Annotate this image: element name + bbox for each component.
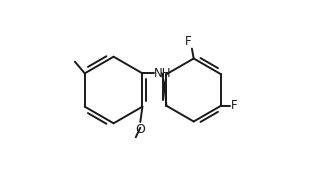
Text: O: O — [135, 123, 145, 136]
Text: F: F — [184, 35, 191, 48]
Text: F: F — [231, 99, 237, 112]
Text: NH: NH — [154, 67, 172, 80]
